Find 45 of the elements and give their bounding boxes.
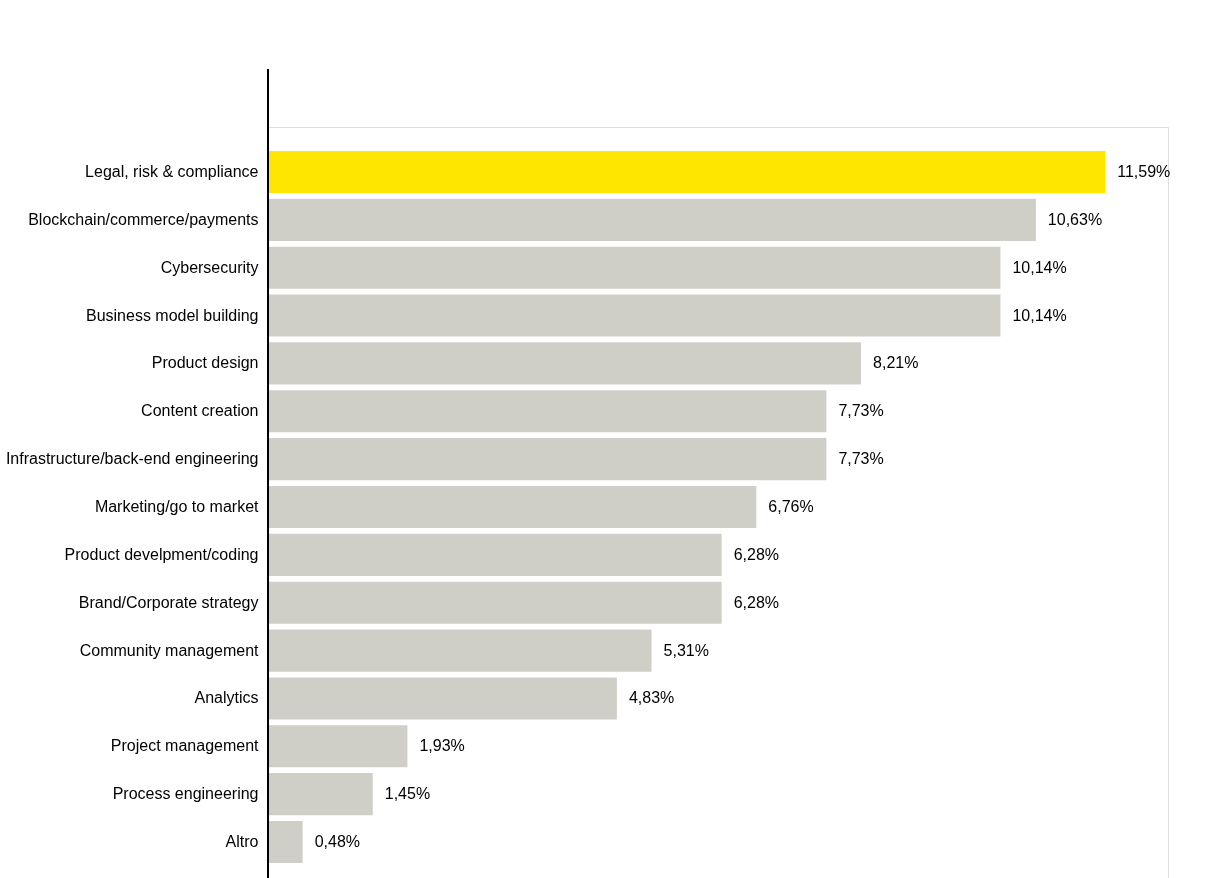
y-tick-label: Project management [110, 737, 260, 755]
y-tick-label: Marketing/go to market [94, 498, 260, 515]
bar [268, 342, 862, 385]
bar [268, 198, 1036, 241]
bar [268, 390, 827, 433]
y-tick-label: Cybersecurity [160, 258, 259, 276]
bar [268, 677, 617, 720]
y-tick-label: Business model building [85, 306, 259, 324]
data-label: 1,93% [419, 737, 465, 755]
data-label: 10,14% [1012, 306, 1067, 324]
bar [268, 246, 1001, 289]
bar [268, 150, 1106, 194]
bar [268, 820, 303, 864]
y-tick-label: Process engineering [112, 785, 259, 803]
y-tick-label: Legal, risk & compliance [85, 162, 259, 180]
bar [268, 773, 373, 816]
data-label: 8,21% [873, 354, 919, 372]
data-label: 6,76% [768, 498, 814, 515]
data-label: 11,59% [1117, 162, 1171, 180]
bar [268, 294, 1001, 337]
y-tick-label: Infrastructure/back-end engineering [5, 450, 259, 468]
data-label: 10,63% [1047, 210, 1103, 228]
data-label: 7,73% [838, 450, 884, 468]
bar [268, 438, 827, 481]
bar [268, 581, 722, 624]
data-label: 10,14% [1012, 258, 1067, 276]
bar [268, 533, 722, 576]
data-label: 1,45% [384, 785, 431, 803]
y-tick-label: Content creation [141, 402, 259, 420]
data-label: 6,28% [733, 593, 780, 611]
data-label: 7,73% [838, 402, 884, 420]
data-label: 6,28% [733, 545, 780, 563]
y-tick-label: Blockchain/commerce/payments [28, 210, 259, 228]
y-tick-label: Community management [79, 641, 260, 659]
data-label: 4,83% [628, 689, 675, 707]
y-tick-label: Analytics [194, 689, 259, 707]
y-tick-label: Product develpment/coding [64, 545, 259, 563]
bar [268, 485, 757, 529]
data-label: 0,48% [314, 833, 361, 851]
bar [268, 725, 408, 768]
data-label: 5,31% [663, 641, 709, 659]
bar [268, 629, 652, 672]
y-tick-label: Brand/Corporate strategy [78, 593, 259, 611]
y-tick-label: Product design [151, 354, 259, 372]
y-tick-label: Altro [225, 833, 259, 851]
